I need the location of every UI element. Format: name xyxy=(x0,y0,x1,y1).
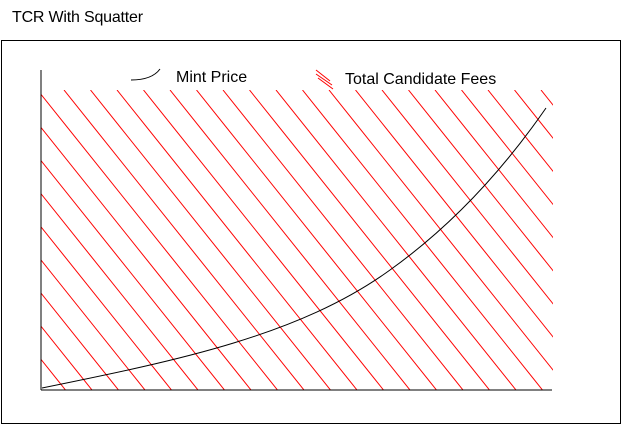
total-candidate-fees-legend-label: Total Candidate Fees xyxy=(345,71,496,88)
mint-price-legend-label: Mint Price xyxy=(176,69,247,86)
legend-hatch-line xyxy=(317,77,334,90)
hatch-line xyxy=(196,90,437,390)
hatch-line xyxy=(41,192,199,390)
mint-price-curve xyxy=(41,107,547,389)
hatch-line xyxy=(355,90,553,338)
hatch-line xyxy=(169,90,411,390)
hatch-line xyxy=(63,90,305,390)
hatch-line xyxy=(0,90,39,390)
hatch-line xyxy=(90,90,331,390)
mint-price-legend-swatch xyxy=(130,68,161,81)
legend-hatch-line xyxy=(315,73,333,86)
hatch-line xyxy=(514,90,553,139)
hatch-line xyxy=(41,259,146,390)
hatch-line xyxy=(568,90,624,390)
hatch-line xyxy=(41,159,225,390)
hatch-line xyxy=(461,90,553,206)
hatch-line xyxy=(434,90,553,239)
hatch-line xyxy=(302,90,543,390)
hatch-line xyxy=(41,325,93,390)
hatch-line xyxy=(275,90,517,390)
hatch-line xyxy=(381,90,553,305)
hatch-line xyxy=(487,90,553,173)
hatch-line xyxy=(540,90,553,106)
hatch-line xyxy=(222,90,464,390)
hatch-line xyxy=(41,93,278,390)
diagram-frame xyxy=(1,40,621,424)
hatch-line xyxy=(41,292,119,390)
hatch-line xyxy=(0,90,13,390)
hatch-line xyxy=(41,226,172,390)
total-candidate-fees-hatch-area xyxy=(0,90,624,390)
hatch-line xyxy=(143,90,384,390)
page-title: TCR With Squatter xyxy=(12,9,143,26)
hatch-line xyxy=(249,90,490,390)
hatch-line xyxy=(41,126,252,390)
hatch-line xyxy=(116,90,358,390)
hatch-line xyxy=(594,90,624,390)
total-candidate-fees-legend-swatch xyxy=(315,69,334,90)
hatch-line xyxy=(328,90,553,371)
hatch-line xyxy=(408,90,553,272)
legend-hatch-line xyxy=(315,69,331,82)
